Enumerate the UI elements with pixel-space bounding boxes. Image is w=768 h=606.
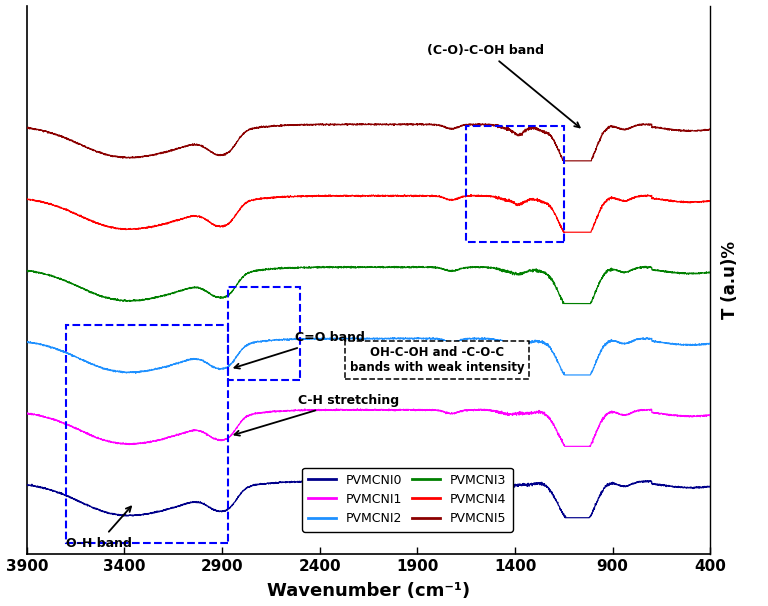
- Bar: [66, 324, 228, 543]
- Legend: PVMCNI0, PVMCNI1, PVMCNI2, PVMCNI3, PVMCNI4, PVMCNI5: PVMCNI0, PVMCNI1, PVMCNI2, PVMCNI3, PVMC…: [302, 468, 513, 531]
- Text: C-H stretching: C-H stretching: [234, 394, 399, 436]
- Text: OH-C-OH and -C-O-C
bands with weak intensity: OH-C-OH and -C-O-C bands with weak inten…: [349, 346, 525, 374]
- Text: O-H band: O-H band: [66, 507, 132, 550]
- Text: (C-O)-C-OH band: (C-O)-C-OH band: [427, 44, 580, 127]
- Bar: [228, 287, 300, 381]
- Bar: [466, 126, 564, 242]
- Y-axis label: T (a.u)%: T (a.u)%: [721, 241, 740, 319]
- Text: C=O band: C=O band: [234, 331, 365, 368]
- X-axis label: Wavenumber (cm⁻¹): Wavenumber (cm⁻¹): [267, 582, 470, 601]
